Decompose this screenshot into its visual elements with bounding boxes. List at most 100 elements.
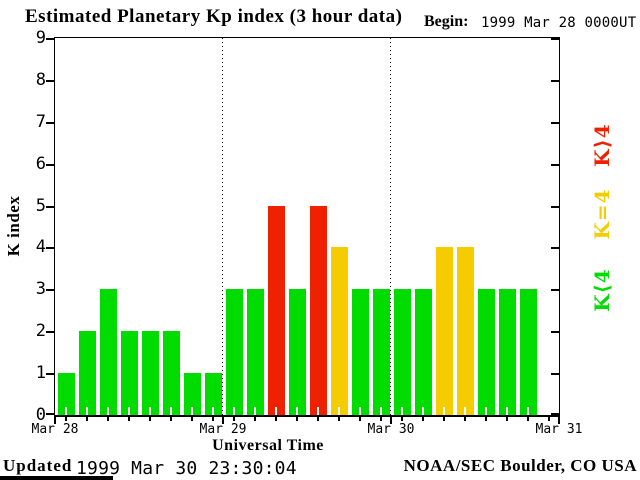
legend-item: K⟩4 <box>590 123 614 167</box>
y-tick <box>551 373 559 375</box>
y-tick <box>551 206 559 208</box>
kp-bar <box>478 289 495 415</box>
x-major-tick <box>390 417 392 424</box>
y-tick <box>46 373 54 375</box>
bar-base-tick <box>128 407 130 415</box>
y-tick <box>551 413 559 415</box>
y-tick <box>551 122 559 124</box>
bar-base-tick <box>107 407 109 415</box>
legend-item: K=4 <box>590 188 614 240</box>
kp-bar <box>163 331 180 415</box>
kp-bar <box>247 289 264 415</box>
x-day-label: Mar 29 <box>199 422 247 437</box>
kp-bar <box>100 289 117 415</box>
source-credit: NOAA/SEC Boulder, CO USA <box>403 456 637 475</box>
y-tick <box>46 289 54 291</box>
y-tick <box>46 122 54 124</box>
y-tick-label: 7 <box>35 112 46 132</box>
x-minor-tick <box>107 417 109 421</box>
x-minor-tick <box>380 417 382 421</box>
y-tick <box>46 331 54 333</box>
kp-bar <box>394 289 411 415</box>
x-minor-tick <box>485 417 487 421</box>
x-major-tick <box>54 417 56 424</box>
x-minor-tick <box>170 417 172 421</box>
kp-bar <box>310 206 327 415</box>
x-minor-tick <box>296 417 298 421</box>
x-major-tick <box>558 417 560 424</box>
y-tick <box>551 38 559 40</box>
x-minor-tick <box>527 417 529 421</box>
y-tick <box>46 247 54 249</box>
kp-bar <box>79 331 96 415</box>
kp-bar <box>457 247 474 415</box>
day-boundary-gridline <box>222 38 223 415</box>
x-minor-tick <box>338 417 340 421</box>
y-tick-label: 2 <box>35 321 46 341</box>
x-minor-tick <box>191 417 193 421</box>
kp-bar <box>289 289 306 415</box>
updated-timestamp: 1999 Mar 30 23:30:04 <box>76 458 297 479</box>
kp-bar <box>499 289 516 415</box>
x-minor-tick <box>254 417 256 421</box>
x-minor-tick <box>464 417 466 421</box>
y-tick <box>551 164 559 166</box>
y-tick <box>551 289 559 291</box>
bar-base-tick <box>275 407 277 415</box>
chart-title: Estimated Planetary Kp index (3 hour dat… <box>25 6 403 27</box>
kp-bar <box>415 289 432 415</box>
y-tick-label: 4 <box>35 237 46 257</box>
y-tick-label: 1 <box>35 363 46 383</box>
y-tick <box>46 413 54 415</box>
x-minor-tick <box>65 417 67 421</box>
day-boundary-gridline <box>390 38 391 415</box>
y-tick-label: 8 <box>35 70 46 90</box>
bar-base-tick <box>380 407 382 415</box>
bar-base-tick <box>359 407 361 415</box>
kp-bar <box>58 373 75 415</box>
x-minor-tick <box>359 417 361 421</box>
bar-base-tick <box>317 407 319 415</box>
kp-bar <box>520 289 537 415</box>
bar-base-tick <box>170 407 172 415</box>
kp-bar <box>226 289 243 415</box>
y-tick-label: 6 <box>35 154 46 174</box>
y-tick <box>46 38 54 40</box>
x-minor-tick <box>233 417 235 421</box>
bar-base-tick <box>86 407 88 415</box>
bar-base-tick <box>212 407 214 415</box>
x-minor-tick <box>443 417 445 421</box>
bar-base-tick <box>254 407 256 415</box>
bar-base-tick <box>233 407 235 415</box>
plot-area <box>46 37 560 424</box>
x-minor-tick <box>548 417 550 421</box>
x-minor-tick <box>317 417 319 421</box>
bar-base-tick <box>401 407 403 415</box>
updated-label: Updated <box>3 456 73 475</box>
y-axis-title: K index <box>4 195 23 257</box>
kp-bar <box>184 373 201 415</box>
x-day-label: Mar 31 <box>535 422 583 437</box>
bar-base-tick <box>338 407 340 415</box>
x-major-tick <box>222 417 224 424</box>
x-minor-tick <box>275 417 277 421</box>
x-minor-tick <box>506 417 508 421</box>
kp-bar <box>436 247 453 415</box>
begin-value: 1999 Mar 28 0000UT <box>481 15 637 31</box>
bar-base-tick <box>191 407 193 415</box>
kp-bar <box>331 247 348 415</box>
bottom-edge-bar <box>0 476 113 480</box>
x-minor-tick <box>128 417 130 421</box>
y-tick <box>551 80 559 82</box>
kp-bar <box>352 289 369 415</box>
y-tick-label: 3 <box>35 279 46 299</box>
kp-bar <box>121 331 138 415</box>
y-tick-label: 0 <box>35 405 46 425</box>
bar-base-tick <box>422 407 424 415</box>
x-day-label: Mar 30 <box>367 422 415 437</box>
y-tick <box>46 206 54 208</box>
bar-base-tick <box>506 407 508 415</box>
kp-bar <box>373 289 390 415</box>
bar-base-tick <box>149 407 151 415</box>
